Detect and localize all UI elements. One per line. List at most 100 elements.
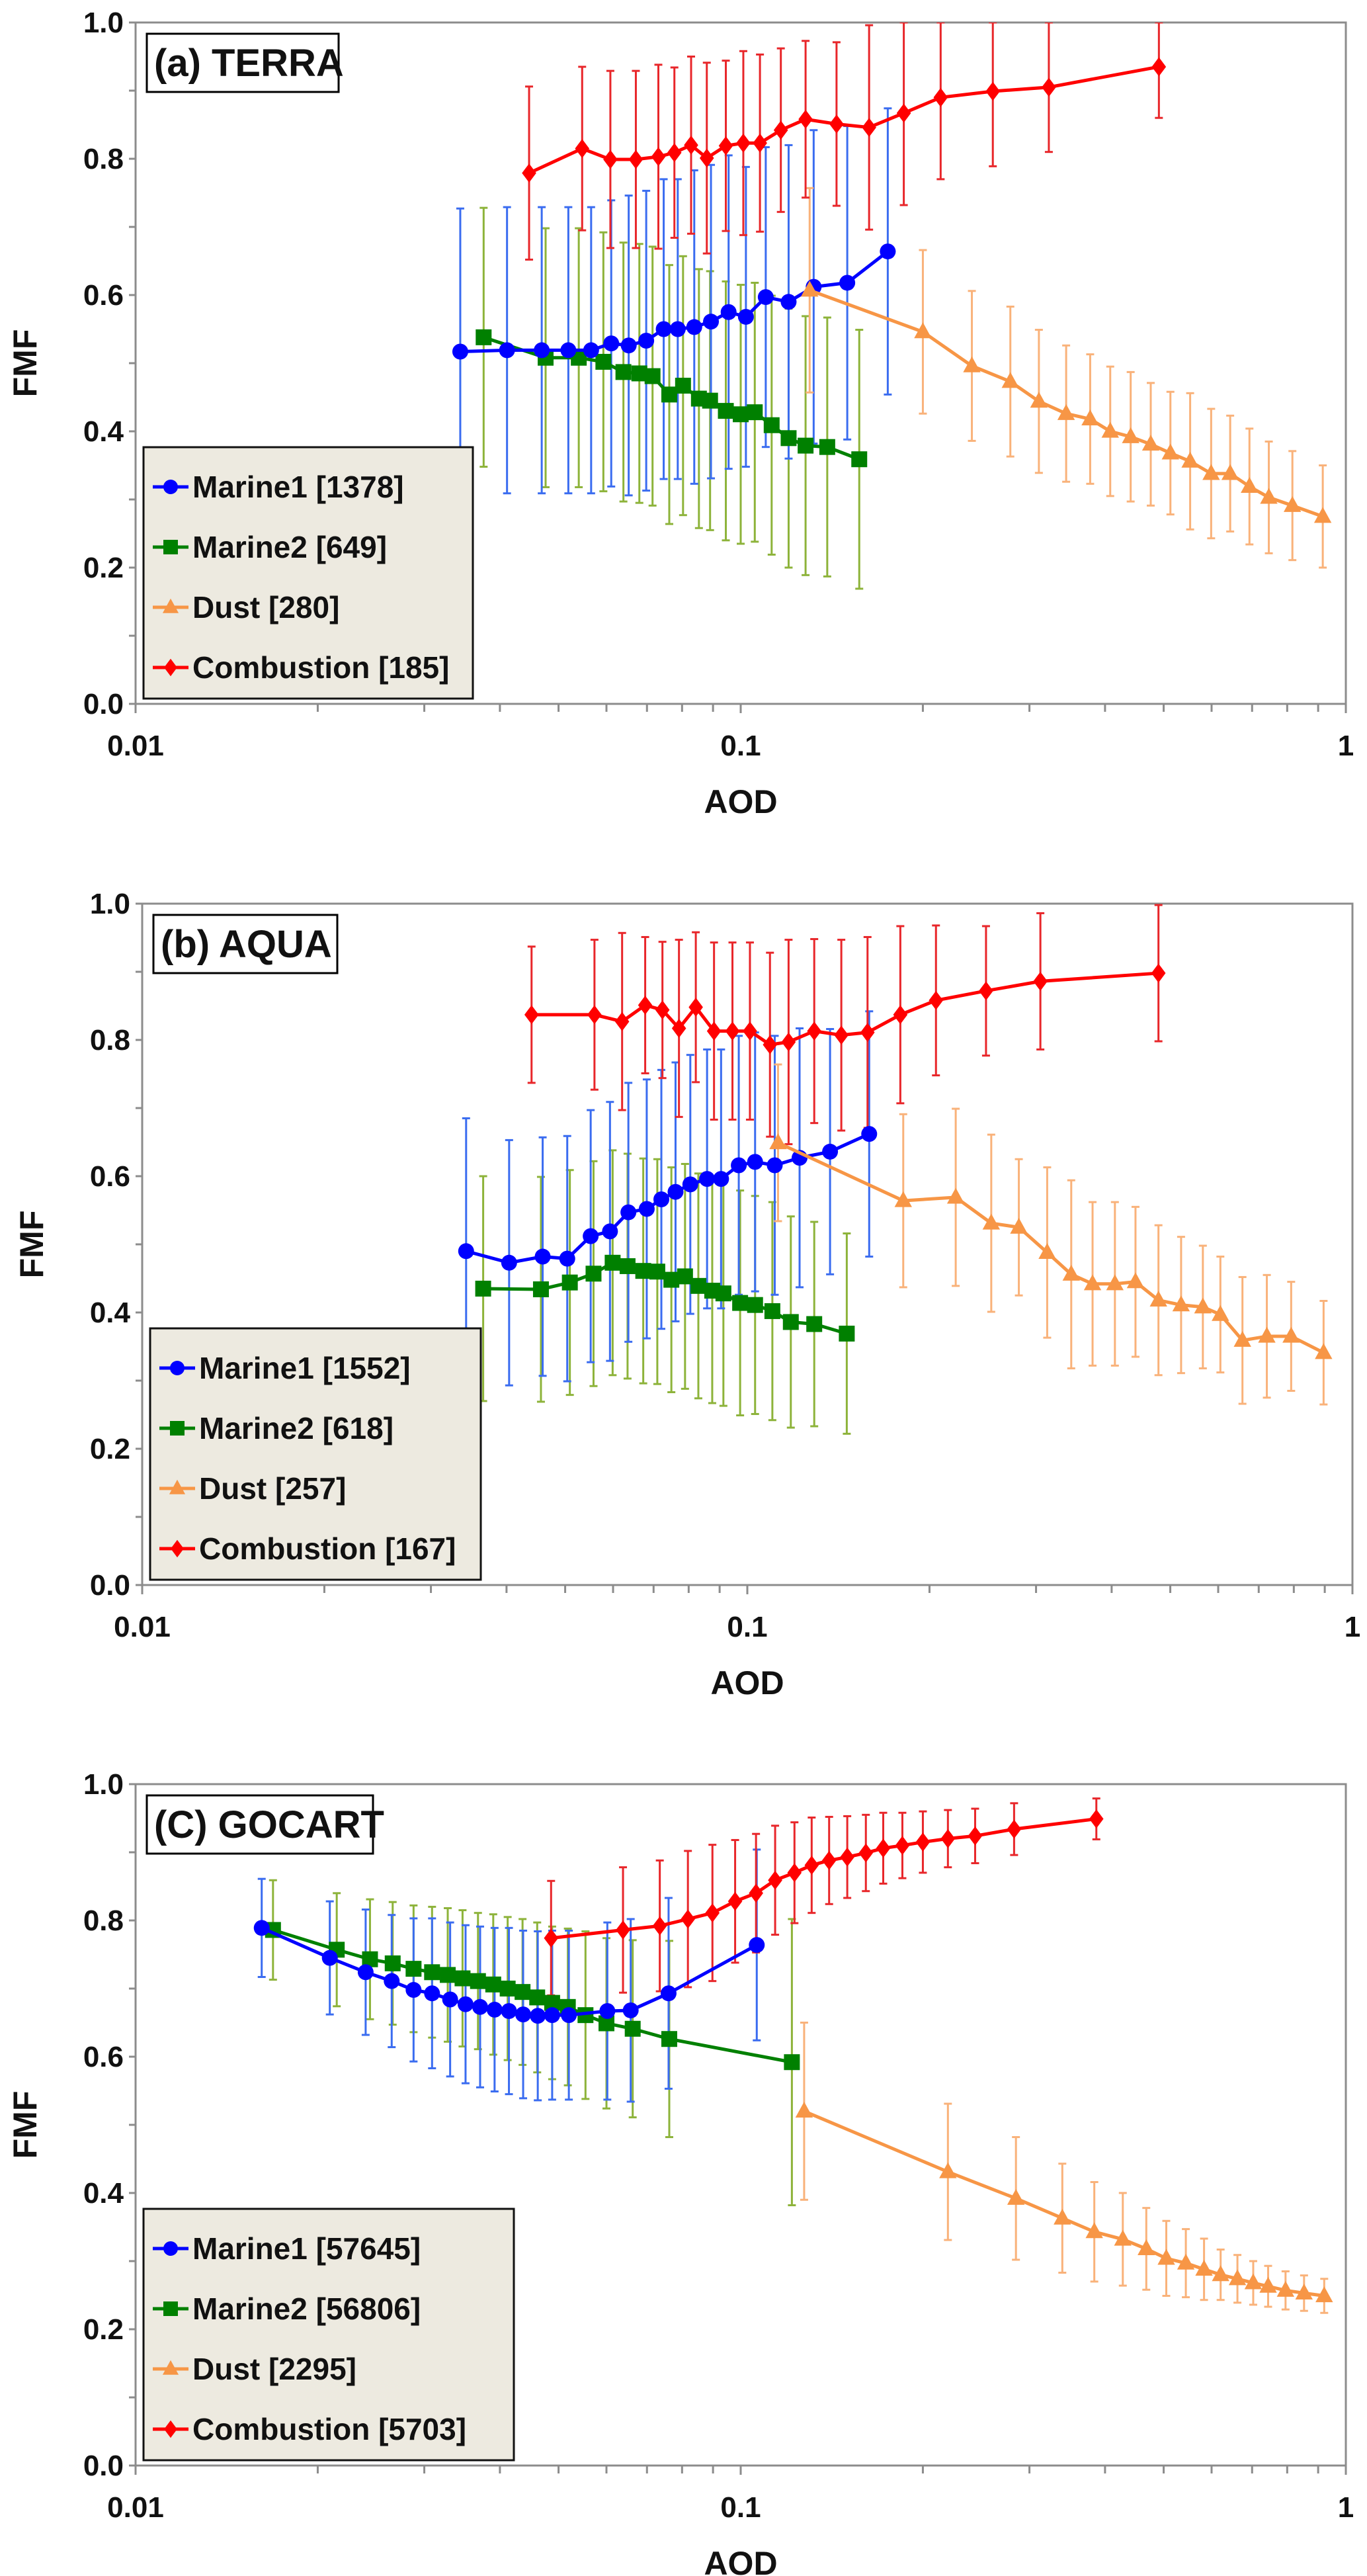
legend-label: Dust [2295] <box>192 2352 356 2386</box>
legend-item: Marine1 [1552] <box>159 1351 411 1385</box>
legend-label: Combustion [167] <box>199 1531 456 1566</box>
data-point <box>749 1937 765 1953</box>
data-point <box>651 147 666 167</box>
data-point <box>702 392 718 409</box>
data-point <box>819 439 835 455</box>
data-point <box>638 1201 655 1217</box>
data-point <box>731 1157 747 1174</box>
data-point <box>603 150 618 169</box>
data-point <box>862 118 876 138</box>
data-point <box>681 1909 695 1929</box>
data-point <box>1177 2253 1195 2270</box>
legend-label: Marine2 [618] <box>199 1411 394 1445</box>
y-tick-label: 0.0 <box>83 2450 124 2482</box>
data-point <box>946 1187 965 1204</box>
data-point <box>784 2054 800 2071</box>
data-point <box>806 1316 823 1332</box>
data-point <box>486 2001 503 2018</box>
legend-item: Marine2 [618] <box>159 1411 394 1445</box>
legend-marker-triangle <box>162 598 179 613</box>
data-point <box>1081 409 1099 426</box>
data-point <box>703 314 720 330</box>
data-point <box>780 430 797 447</box>
series-circle <box>458 1126 878 1271</box>
data-point <box>501 1254 517 1271</box>
data-point <box>655 1000 670 1020</box>
data-point <box>602 1223 618 1240</box>
title-box <box>145 32 340 93</box>
data-point <box>768 1870 782 1890</box>
data-point <box>1221 464 1239 480</box>
data-point <box>530 2008 546 2024</box>
data-point <box>1151 57 1167 77</box>
data-point <box>638 333 655 349</box>
data-point <box>405 1961 422 1977</box>
x-axis-label: AOD <box>710 1664 784 1701</box>
data-point <box>914 322 932 339</box>
data-point <box>795 2102 813 2118</box>
data-point <box>690 1277 706 1294</box>
data-point <box>667 1183 684 1200</box>
data-point <box>763 417 780 433</box>
data-point <box>1244 2273 1263 2290</box>
data-point <box>1085 2222 1103 2239</box>
data-point <box>839 1325 855 1342</box>
legend-marker-triangle <box>169 1479 186 1494</box>
data-point <box>603 335 620 352</box>
panel-1: 0.0 0.2 0.4 0.6 0.8 1.0 0.01 0.1 1 AOD FMF (a) TERR… <box>7 7 1354 820</box>
legend-label: Dust [257] <box>199 1471 346 1506</box>
data-point <box>615 364 632 380</box>
legend-label: Marine2 [649] <box>192 530 387 564</box>
data-point <box>616 1920 630 1940</box>
data-point <box>1233 1330 1251 1347</box>
data-point <box>1149 1291 1167 1307</box>
title-text: (a) TERRA <box>154 42 344 85</box>
data-point <box>1038 1242 1056 1259</box>
y-tick-label: 0.4 <box>83 2177 124 2210</box>
data-point <box>858 1843 874 1863</box>
data-point <box>736 133 751 153</box>
legend-label: Marine1 [1552] <box>199 1351 411 1385</box>
data-point <box>1276 2280 1295 2297</box>
data-point <box>614 1011 630 1031</box>
data-point <box>1282 1326 1300 1343</box>
data-point <box>1259 2276 1277 2293</box>
data-point <box>1010 1217 1028 1234</box>
data-point <box>522 163 536 183</box>
legend-item: Dust [280] <box>153 590 339 624</box>
data-point <box>1042 77 1056 97</box>
y-tick-label: 0.0 <box>90 1569 130 1602</box>
data-point <box>457 1996 474 2012</box>
data-point <box>660 1985 677 2002</box>
data-point <box>357 1964 374 1981</box>
data-point <box>725 1021 740 1041</box>
data-point <box>424 1985 440 2002</box>
data-point <box>747 1297 763 1313</box>
data-point <box>405 1982 422 1998</box>
data-point <box>1007 2188 1025 2205</box>
y-tick-label: 0.4 <box>83 415 124 448</box>
data-point <box>677 1268 693 1285</box>
series-square <box>475 1254 855 1342</box>
data-point <box>1212 1305 1229 1321</box>
data-point <box>472 1998 488 2015</box>
data-point <box>933 87 948 107</box>
legend-label: Marine2 [56806] <box>192 2292 421 2326</box>
data-point <box>440 1967 456 1983</box>
data-point <box>620 337 637 354</box>
title-box <box>152 914 339 974</box>
data-point <box>532 1281 549 1297</box>
data-point <box>1106 1274 1124 1291</box>
legend-item: Combustion [167] <box>159 1531 456 1566</box>
y-axis-label: FMF <box>7 2091 44 2159</box>
data-point <box>253 1920 270 1936</box>
data-point <box>773 120 788 140</box>
y-tick-label: 0.0 <box>83 688 124 720</box>
data-point <box>619 1258 636 1274</box>
y-tick-label: 0.2 <box>90 1433 130 1465</box>
data-point <box>769 1133 787 1150</box>
data-point <box>1114 2229 1132 2246</box>
plot-area <box>452 22 1332 590</box>
legend-item: Marine1 [57645] <box>153 2231 421 2266</box>
